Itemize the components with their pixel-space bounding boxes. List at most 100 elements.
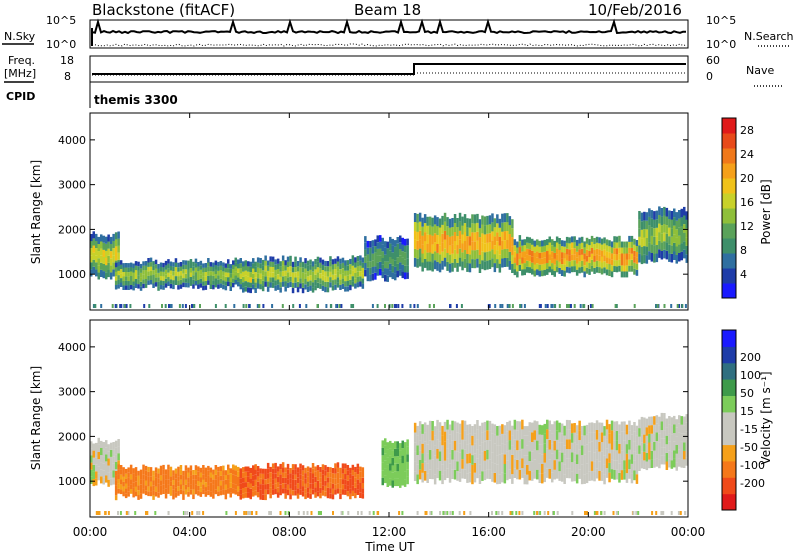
- heatmap-cell: [177, 476, 180, 482]
- heatmap-cell: [683, 241, 686, 250]
- heatmap-cell: [179, 262, 183, 267]
- heatmap-cell: [635, 425, 639, 436]
- heatmap-cell: [159, 485, 163, 490]
- heatmap-cell: [493, 218, 497, 228]
- heatmap-cell: [286, 474, 290, 480]
- heatmap-cell: [346, 260, 350, 266]
- heatmap-cell: [314, 492, 317, 498]
- heatmap-cell: [105, 475, 108, 483]
- heatmap-cell: [117, 439, 120, 447]
- heatmap-cell: [361, 283, 365, 289]
- heatmap-cell: [518, 421, 522, 431]
- heatmap-cell: [546, 239, 549, 246]
- heatmap-cell: [497, 511, 500, 515]
- heatmap-cell: [683, 459, 686, 468]
- heatmap-cell: [169, 466, 173, 472]
- heatmap-cell: [615, 304, 618, 308]
- heatmap-cell: [660, 511, 663, 515]
- heatmap-cell: [321, 280, 325, 286]
- heatmap-cell: [316, 256, 320, 262]
- heatmap-cell: [384, 460, 387, 469]
- heatmap-cell: [483, 225, 487, 235]
- heatmap-cell: [546, 304, 549, 308]
- heatmap-cell: [132, 482, 135, 488]
- heatmap-cell: [678, 235, 681, 245]
- heatmap-cell: [543, 423, 546, 434]
- heatmap-cell: [349, 258, 352, 265]
- heatmap-cell: [224, 470, 228, 476]
- heatmap-cell: [585, 444, 589, 454]
- heatmap-cell: [391, 457, 394, 466]
- heatmap-cell: [252, 486, 255, 492]
- heatmap-cell: [608, 240, 611, 247]
- heatmap-cell: [653, 219, 656, 229]
- heatmap-cell: [294, 464, 297, 470]
- heatmap-cell: [653, 254, 656, 263]
- heatmap-cell: [433, 426, 437, 436]
- heatmap-cell: [428, 440, 432, 450]
- heatmap-cell: [593, 255, 596, 262]
- heatmap-cell: [650, 442, 654, 451]
- heatmap-cell: [212, 266, 215, 272]
- heatmap-cell: [655, 440, 659, 450]
- heatmap-cell: [386, 457, 389, 465]
- heatmap-cell: [184, 484, 188, 490]
- heatmap-cell: [526, 474, 529, 485]
- heatmap-cell: [194, 470, 198, 475]
- heatmap-cell: [670, 228, 674, 237]
- heatmap-cell: [227, 488, 230, 494]
- beam-label: Beam 18: [354, 1, 421, 19]
- heatmap-cell: [391, 272, 394, 280]
- heatmap-cell: [401, 264, 404, 272]
- heatmap-cell: [633, 250, 636, 257]
- heatmap-cell: [122, 476, 125, 482]
- heatmap-cell: [590, 441, 594, 452]
- heatmap-cell: [177, 262, 180, 268]
- heatmap-cell: [207, 465, 210, 471]
- heatmap-cell: [670, 425, 674, 435]
- heatmap-cell: [438, 227, 442, 237]
- heatmap-cell: [421, 472, 424, 483]
- heatmap-cell: [316, 304, 319, 308]
- heatmap-cell: [675, 427, 678, 437]
- heatmap-cell: [428, 252, 432, 262]
- heatmap-cell: [478, 237, 482, 247]
- heatmap-cell: [117, 266, 120, 271]
- heatmap-cell: [551, 453, 554, 463]
- heatmap-cell: [244, 275, 247, 282]
- nave-trace: [92, 72, 686, 76]
- heatmap-cell: [100, 262, 103, 270]
- heatmap-cell: [147, 262, 150, 267]
- heatmap-cell: [441, 224, 444, 234]
- heatmap-cell: [299, 267, 302, 273]
- heatmap-cell: [645, 255, 649, 264]
- heatmap-cell: [638, 253, 641, 263]
- heatmap-cell: [127, 467, 130, 473]
- heatmap-cell: [316, 491, 320, 497]
- heatmap-cell: [354, 262, 357, 268]
- heatmap-cell: [678, 304, 680, 308]
- heatmap-cell: [326, 466, 330, 473]
- heatmap-cell: [683, 224, 686, 233]
- heatmap-cell: [197, 485, 200, 491]
- heatmap-cell: [247, 471, 250, 477]
- heatmap-cell: [458, 257, 462, 267]
- heatmap-cell: [461, 439, 464, 450]
- heatmap-cell: [214, 465, 218, 470]
- heatmap-cell: [418, 248, 422, 258]
- heatmap-cell: [147, 476, 150, 482]
- heatmap-cell: [112, 233, 115, 241]
- heatmap-cell: [413, 239, 417, 249]
- heatmap-cell: [526, 266, 529, 273]
- heatmap-cell: [167, 489, 170, 494]
- heatmap-cell: [219, 265, 223, 270]
- heatmap-cell: [403, 272, 407, 280]
- heatmap-cell: [478, 445, 482, 455]
- colorbar-segment: [722, 133, 736, 149]
- heatmap-cell: [413, 432, 417, 443]
- heatmap-cell: [266, 286, 270, 292]
- heatmap-cell: [247, 276, 250, 283]
- heatmap-cell: [436, 252, 439, 262]
- heatmap-cell: [304, 478, 307, 484]
- heatmap-cell: [423, 241, 427, 250]
